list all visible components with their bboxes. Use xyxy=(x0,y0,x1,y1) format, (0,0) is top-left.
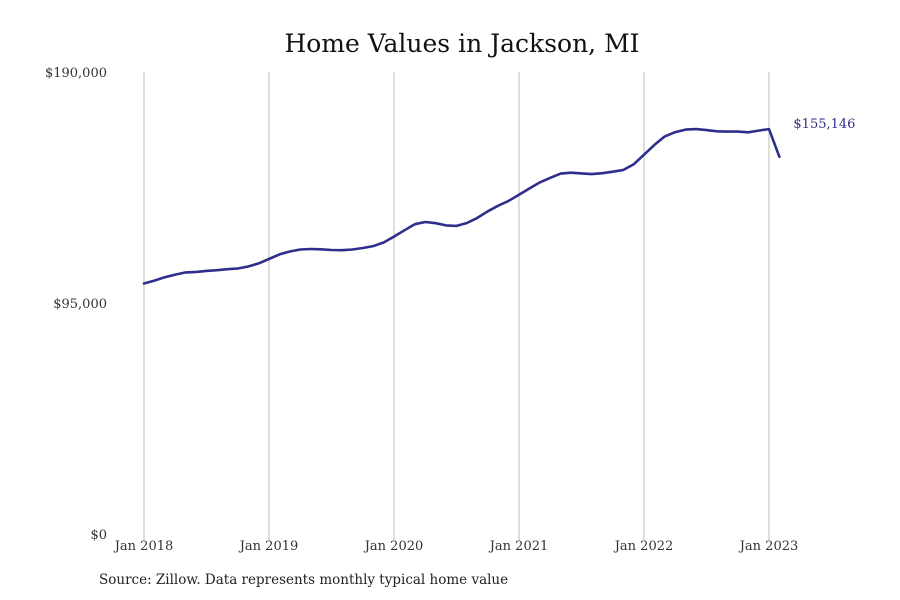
y-tick-label: $190,000 xyxy=(45,66,107,81)
gridlines xyxy=(143,72,770,540)
source-note: Source: Zillow. Data represents monthly … xyxy=(99,572,509,588)
series-layer: $155,146 xyxy=(142,117,855,285)
x-tick-label: Jan 2019 xyxy=(238,539,299,554)
end-value-label: $155,146 xyxy=(793,117,855,132)
series-line xyxy=(142,127,781,285)
x-tick-label: Jan 2021 xyxy=(488,539,549,554)
x-tick-label: Jan 2023 xyxy=(738,539,799,554)
x-axis: Jan 2018 Jan 2019 Jan 2020 Jan 2021 Jan 2022… xyxy=(113,539,799,554)
x-tick-label: Jan 2018 xyxy=(113,539,174,554)
y-tick-label: $95,000 xyxy=(53,297,107,312)
y-tick-label: $0 xyxy=(90,528,107,543)
y-axis: $0 $95,000 $190,000 xyxy=(45,66,107,543)
x-tick-label: Jan 2020 xyxy=(363,539,424,554)
chart-title: Home Values in Jackson, MI xyxy=(284,29,639,58)
x-tick-label: Jan 2022 xyxy=(613,539,674,554)
